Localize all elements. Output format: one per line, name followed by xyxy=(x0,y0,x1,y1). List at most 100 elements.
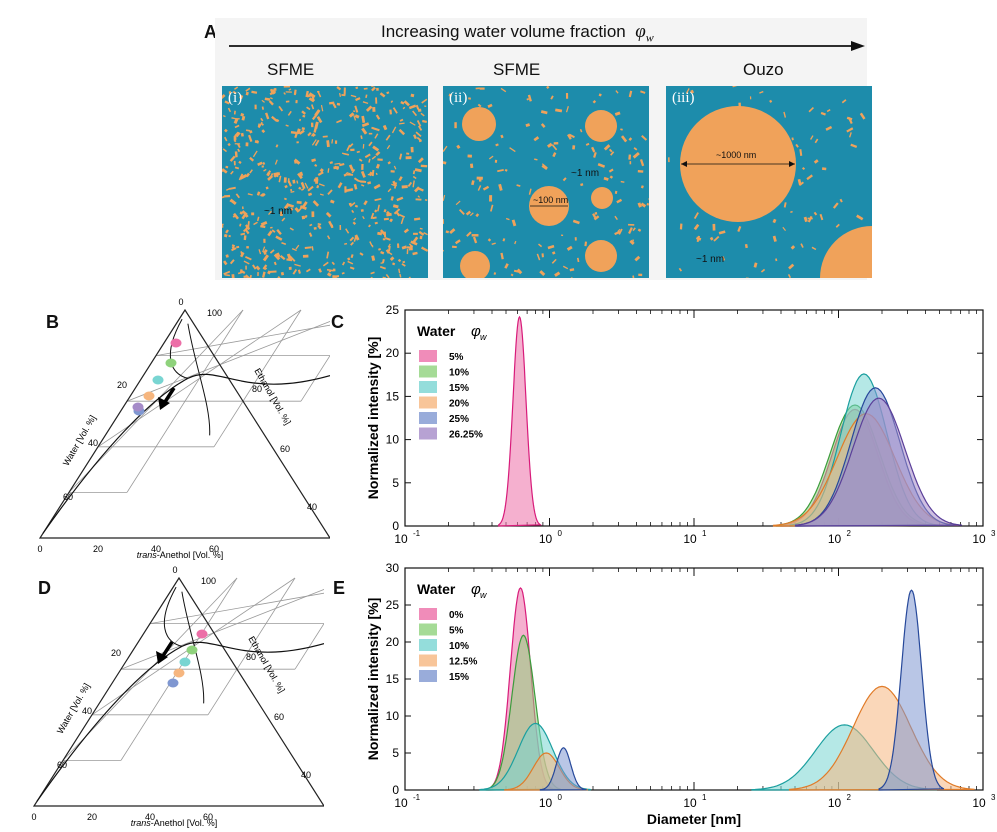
micelle-speck xyxy=(608,148,613,153)
micelle-speck xyxy=(713,235,720,242)
x-tick-label: 10 xyxy=(972,796,986,810)
micelle-speck xyxy=(225,187,231,191)
pointer-arrowhead xyxy=(156,651,168,664)
micelle-speck xyxy=(269,270,277,273)
right-tick-label: 40 xyxy=(307,502,317,512)
micelle-speck xyxy=(262,246,266,253)
micelle-speck xyxy=(313,126,318,133)
micelle-speck xyxy=(361,163,364,170)
micelle-speck xyxy=(267,230,273,237)
micelle-speck xyxy=(343,152,350,156)
micelle-speck xyxy=(443,194,446,201)
inner-curve xyxy=(163,586,183,647)
micelle-speck xyxy=(454,239,461,245)
panel-label-d: D xyxy=(38,578,51,598)
micelle-speck xyxy=(245,87,251,92)
micelle-speck xyxy=(445,230,450,234)
micelle-speck xyxy=(330,224,334,229)
micelle-speck xyxy=(668,157,670,163)
micelle-speck xyxy=(362,101,369,105)
micelle-speck xyxy=(291,248,297,252)
micelle-speck xyxy=(819,213,824,221)
micelle-speck xyxy=(369,276,374,278)
scene-i-image: ~1 nm xyxy=(222,86,428,278)
micelle-speck xyxy=(551,144,558,151)
micelle-speck xyxy=(562,265,569,270)
y-tick-label: 15 xyxy=(386,672,400,686)
micelle-speck xyxy=(783,202,787,208)
micelle-speck xyxy=(249,274,252,278)
right-tick-label: 40 xyxy=(301,770,311,780)
micelle-speck xyxy=(281,241,287,246)
micelle-speck xyxy=(419,227,423,230)
micelle-speck xyxy=(813,159,819,164)
micelle-speck xyxy=(275,118,280,123)
micelle-speck xyxy=(769,99,773,103)
legend-swatch xyxy=(419,670,437,682)
micelle-speck xyxy=(239,211,244,215)
micelle-speck xyxy=(629,239,635,245)
micelle-speck xyxy=(554,271,561,277)
micelle-speck xyxy=(362,215,365,220)
left-tick-label: 40 xyxy=(88,438,98,448)
micelle-speck xyxy=(265,186,269,190)
micelle-speck xyxy=(249,156,255,162)
micelle-speck xyxy=(292,179,296,184)
micelle-speck xyxy=(799,149,803,156)
micelle-speck xyxy=(381,259,385,264)
micelle-speck xyxy=(256,216,260,222)
x-tick-label: 10 xyxy=(828,796,842,810)
micelle-speck xyxy=(233,139,237,143)
micelle-speck xyxy=(850,143,858,149)
micelle-speck xyxy=(239,173,248,180)
micelle-speck xyxy=(639,159,645,167)
micelle-speck xyxy=(353,115,357,121)
micelle-speck xyxy=(361,115,366,123)
micelle-speck xyxy=(283,92,286,95)
pointer-arrowhead xyxy=(158,397,170,410)
micelle-speck xyxy=(263,168,267,172)
micelle-speck xyxy=(341,261,346,266)
micelle-speck xyxy=(222,195,225,199)
micelle-speck xyxy=(372,106,376,112)
micelle-speck xyxy=(319,168,324,173)
right-tick-label: 60 xyxy=(280,444,290,454)
micelle-speck xyxy=(275,235,283,241)
micelle-speck xyxy=(471,180,475,186)
y-tick-label: 10 xyxy=(386,433,400,447)
micelle-speck xyxy=(244,274,252,278)
micelle-speck xyxy=(275,144,279,148)
micelle-speck xyxy=(553,142,559,145)
micelle-speck xyxy=(594,212,598,215)
micelle-speck xyxy=(399,214,406,218)
micelle-speck xyxy=(451,245,457,249)
micelle-speck xyxy=(283,202,290,210)
triangle-frame xyxy=(38,308,330,539)
micelle-speck xyxy=(772,218,777,224)
micelle-speck xyxy=(576,257,580,263)
micelle-speck xyxy=(374,221,378,225)
micelle-speck xyxy=(317,224,322,230)
micelle-speck xyxy=(224,274,231,277)
micelle-speck xyxy=(539,270,546,277)
micelle-speck xyxy=(287,110,292,116)
micelle-speck xyxy=(326,251,330,259)
size-label: ~1 nm xyxy=(264,206,292,217)
micelle-speck xyxy=(370,271,375,275)
micelle-speck xyxy=(365,105,373,112)
micelle-speck xyxy=(385,273,390,278)
micelle-speck xyxy=(331,139,334,144)
composition-point xyxy=(170,338,182,348)
micelle-speck xyxy=(593,152,597,158)
micelle-speck xyxy=(257,272,259,276)
micelle-speck xyxy=(788,263,795,270)
micelle-speck xyxy=(640,185,644,189)
micelle-speck xyxy=(363,200,368,206)
micelle-speck xyxy=(359,252,364,256)
legend-label: 5% xyxy=(449,626,464,637)
micelle-speck xyxy=(353,110,356,113)
micelle-speck xyxy=(592,100,597,104)
micelle-speck xyxy=(494,159,498,163)
bottom-tick-label: 0 xyxy=(37,544,42,554)
scene-i: ~1 nm (i) xyxy=(222,86,428,278)
